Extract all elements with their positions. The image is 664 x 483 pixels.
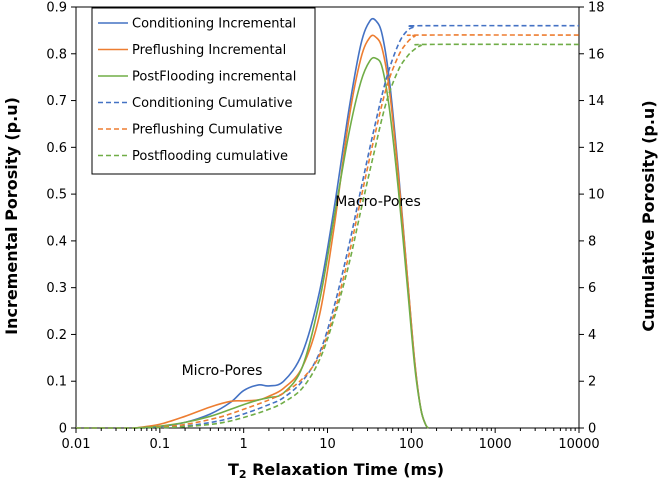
series-line-preflushing-incremental xyxy=(134,34,430,429)
y-right-tick-label: 10 xyxy=(588,188,605,203)
y-left-tick-label: 0.9 xyxy=(46,1,67,16)
y-left-tick-label: 0.3 xyxy=(46,281,67,296)
y-right-tick-label: 12 xyxy=(588,141,605,156)
y-right-tick-label: 8 xyxy=(588,234,596,249)
y-right-tick-label: 14 xyxy=(588,94,605,109)
y-right-tick-label: 16 xyxy=(588,47,605,62)
y-right-tick-label: 6 xyxy=(588,281,596,296)
series-line-postflooding-cumulative xyxy=(76,43,580,429)
x-tick-label: 10 xyxy=(319,437,336,452)
annotation-macro-pores: Macro-Pores xyxy=(335,194,421,210)
legend: Conditioning Incremental Preflushing Incr… xyxy=(91,7,316,175)
y-axis-right-title: Cumulative Porosity (p.u) xyxy=(639,100,658,331)
y-left-tick-label: 0.8 xyxy=(46,47,67,62)
annotation-micro-pores: Micro-Pores xyxy=(182,363,263,379)
y-left-tick-label: 0.5 xyxy=(46,188,67,203)
axis-group: 0.01 0.1 1 10 100 1000 1000000.10.20.30.40.50.… xyxy=(46,1,604,453)
y-right-tick-label: 18 xyxy=(588,1,605,16)
x-tick-label: 1 xyxy=(240,437,248,452)
x-tick-label: 100 xyxy=(399,437,424,452)
legend-box xyxy=(91,7,316,175)
y-left-tick-label: 0.2 xyxy=(46,328,67,343)
y-left-tick-label: 0.7 xyxy=(46,94,67,109)
x-tick-label: 0.01 xyxy=(62,437,91,452)
legend-label: Preflushing Incremental xyxy=(132,43,286,58)
x-tick-label: 1000 xyxy=(479,437,512,452)
legend-label: Preflushing Cumulative xyxy=(132,123,283,138)
y-right-tick-label: 0 xyxy=(588,422,596,437)
y-left-tick-label: 0.4 xyxy=(46,234,67,249)
legend-label: Conditioning Cumulative xyxy=(132,96,292,111)
legend-label: Conditioning Incremental xyxy=(132,17,296,32)
y-left-tick-label: 0 xyxy=(59,422,67,437)
y-right-tick-label: 4 xyxy=(588,328,596,343)
series-line-preflushing-cumulative xyxy=(76,34,580,429)
legend-label: PostFlooding incremental xyxy=(132,70,296,85)
series-line-postflooding-incremental xyxy=(134,56,430,429)
y-axis-left-title: Incremental Porosity (p.u) xyxy=(2,97,21,335)
legend-label: Postflooding cumulative xyxy=(132,149,288,164)
x-axis-title: T2 Relaxation Time (ms) xyxy=(228,460,444,481)
series-group xyxy=(76,17,580,429)
y-right-tick-label: 2 xyxy=(588,375,596,390)
y-left-tick-label: 0.6 xyxy=(46,141,67,156)
y-left-tick-label: 0.1 xyxy=(46,375,67,390)
x-tick-label: 0.1 xyxy=(149,437,170,452)
x-tick-label: 10000 xyxy=(558,437,599,452)
